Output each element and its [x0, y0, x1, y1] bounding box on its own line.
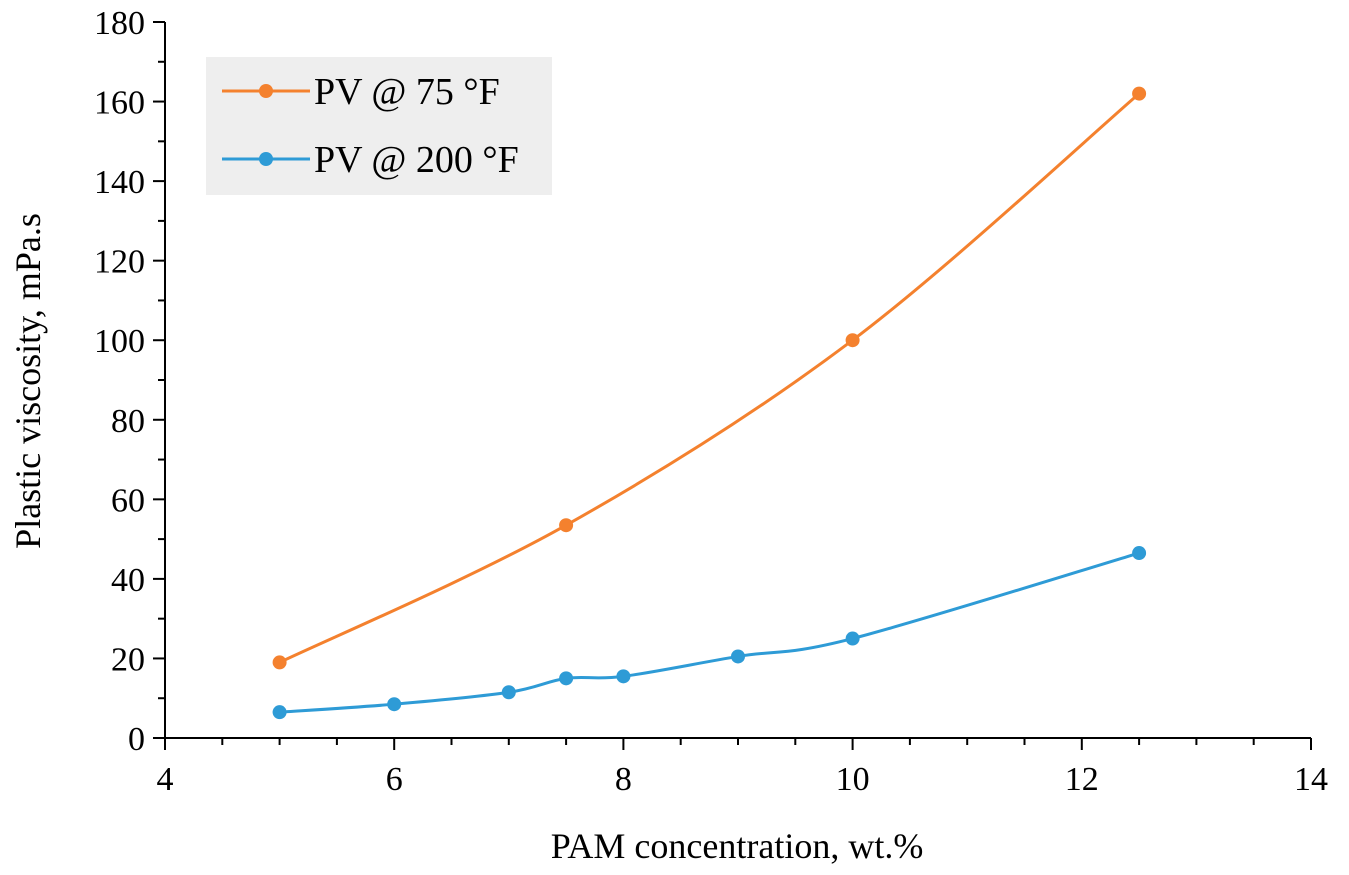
series-line — [278, 92, 1141, 664]
series-1 — [272, 86, 1147, 670]
data-point — [559, 671, 574, 686]
x-axis: 4 6 8 10 12 14 — [157, 738, 1328, 798]
y-axis: 0 20 40 60 80 100 120 140 160 180 — [94, 5, 165, 758]
data-point — [387, 697, 402, 712]
y-tick-label: 100 — [94, 323, 145, 360]
series-layer — [272, 86, 1147, 720]
legend-label: PV @ 200 °F — [314, 139, 519, 181]
legend-label: PV @ 75 °F — [314, 71, 500, 113]
series-2 — [272, 546, 1147, 720]
legend-item: PV @ 75 °F — [222, 71, 500, 113]
x-tick-label: 10 — [836, 761, 870, 798]
x-axis-title: PAM concentration, wt.% — [551, 826, 924, 866]
x-tick-label: 12 — [1065, 761, 1099, 798]
y-tick-label: 20 — [111, 641, 145, 678]
legend-item: PV @ 200 °F — [222, 139, 519, 181]
data-point — [1132, 86, 1147, 101]
data-point — [845, 333, 860, 348]
y-tick-label: 120 — [94, 244, 145, 281]
legend-swatch-marker — [259, 152, 273, 166]
x-tick-label: 8 — [615, 761, 632, 798]
data-point — [272, 705, 287, 720]
y-tick-label: 0 — [128, 721, 145, 758]
legend-box — [206, 57, 552, 195]
data-point — [731, 649, 745, 664]
data-point — [616, 669, 631, 684]
y-tick-label: 180 — [94, 5, 145, 42]
data-point — [272, 655, 287, 670]
data-point — [1132, 546, 1147, 561]
y-tick-label: 40 — [111, 562, 145, 599]
y-tick-label: 60 — [111, 482, 145, 519]
x-tick-label: 14 — [1294, 761, 1328, 798]
x-tick-label: 6 — [386, 761, 403, 798]
legend-swatch-marker — [259, 84, 273, 98]
data-point — [559, 518, 574, 533]
y-tick-label: 140 — [94, 164, 145, 201]
x-tick-label: 4 — [157, 761, 174, 798]
y-axis-title: Plastic viscosity, mPa.s — [8, 213, 48, 549]
y-tick-label: 160 — [94, 85, 145, 122]
series-line — [279, 551, 1140, 714]
y-tick-label: 80 — [111, 403, 145, 440]
legend: PV @ 75 °F PV @ 200 °F — [206, 57, 552, 195]
data-point — [501, 685, 516, 700]
data-point — [845, 631, 860, 646]
